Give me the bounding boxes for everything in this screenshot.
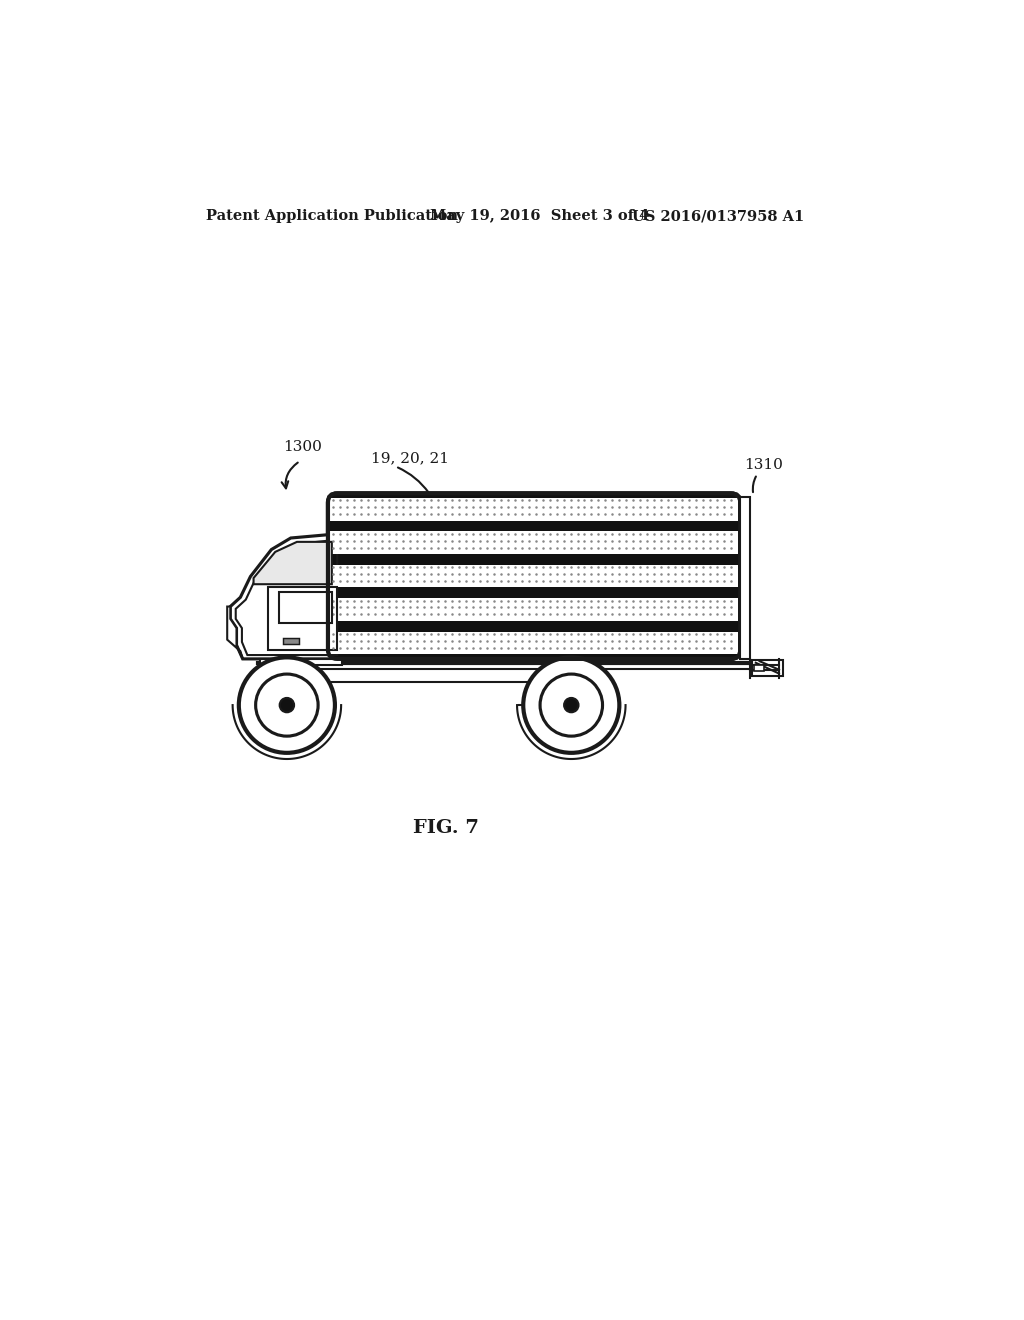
FancyBboxPatch shape <box>328 494 740 659</box>
Text: US 2016/0137958 A1: US 2016/0137958 A1 <box>632 209 804 223</box>
Text: 1310: 1310 <box>744 458 783 471</box>
Circle shape <box>256 675 318 737</box>
Polygon shape <box>752 660 783 676</box>
Polygon shape <box>230 535 342 659</box>
Polygon shape <box>254 543 332 585</box>
Text: 19, 20, 21: 19, 20, 21 <box>371 451 449 466</box>
Bar <box>331 498 738 520</box>
Bar <box>755 665 764 671</box>
Bar <box>330 495 738 657</box>
Polygon shape <box>227 607 243 659</box>
Bar <box>283 638 299 644</box>
Bar <box>280 591 332 623</box>
Text: May 19, 2016  Sheet 3 of 4: May 19, 2016 Sheet 3 of 4 <box>430 209 649 223</box>
Text: 1300: 1300 <box>283 440 322 454</box>
Circle shape <box>280 698 294 713</box>
Bar <box>331 532 738 554</box>
Polygon shape <box>260 659 342 671</box>
Text: Patent Application Publication: Patent Application Publication <box>206 209 458 223</box>
Bar <box>331 632 738 655</box>
Bar <box>267 586 337 649</box>
Circle shape <box>564 698 579 713</box>
Circle shape <box>523 657 620 752</box>
Text: FIG. 7: FIG. 7 <box>413 820 478 837</box>
Bar <box>331 598 738 620</box>
Bar <box>740 498 750 659</box>
Bar <box>331 565 738 587</box>
Circle shape <box>239 657 335 752</box>
Circle shape <box>540 675 602 737</box>
